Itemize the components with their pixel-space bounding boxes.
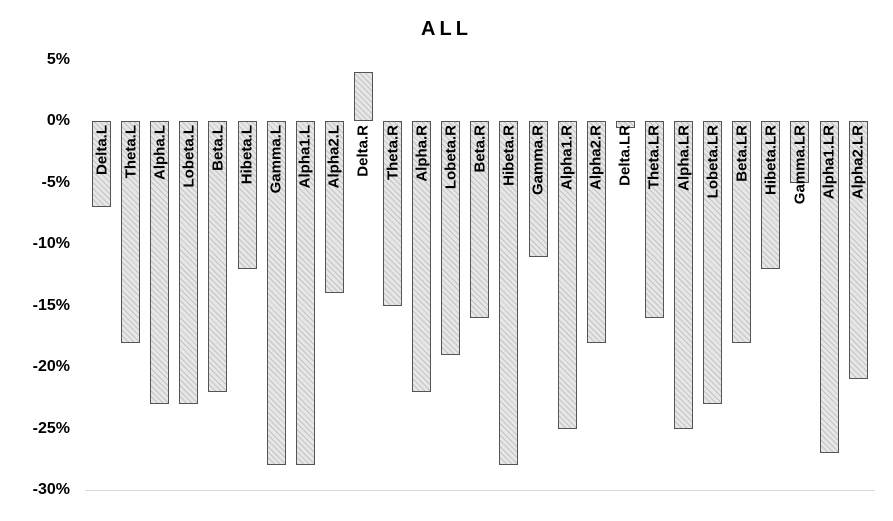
category-label: Alpha2.LR <box>850 125 867 199</box>
category-label: Alpha.L <box>151 125 168 180</box>
chart-title: ALL <box>0 18 893 41</box>
category-label: Lobeta.L <box>180 125 197 188</box>
y-tick-label: 5% <box>0 51 70 69</box>
category-label: Alpha1.L <box>297 125 314 188</box>
category-label: Lobeta.R <box>442 125 459 189</box>
plot-area: Delta.L Theta.L Alpha.L Lobeta.L Beta.L Hibet… <box>85 60 875 490</box>
category-label: Gamma.LR <box>791 125 808 204</box>
y-tick-label: -25% <box>0 420 70 438</box>
category-label: Alpha2.L <box>326 125 343 188</box>
category-label: Delta.R <box>355 125 372 177</box>
category-label: Alpha1.R <box>559 125 576 190</box>
chart-container: ALL 5% 0% -5% -10% -15% -20% -25% -30% Delta.L T… <box>0 0 893 521</box>
category-label: Gamma.R <box>530 125 547 195</box>
bar <box>354 72 373 121</box>
category-label: Beta.L <box>209 125 226 171</box>
y-tick-label: -15% <box>0 297 70 315</box>
category-label: Hibeta.L <box>239 125 256 184</box>
category-label: Delta.LR <box>617 125 634 186</box>
category-label: Beta.R <box>471 125 488 173</box>
category-label: Alpha.LR <box>675 125 692 191</box>
y-axis: 5%0%-5%-10%-15%-20%-25%-30% <box>0 60 80 490</box>
category-label: Alpha2.R <box>588 125 605 190</box>
y-tick-label: -5% <box>0 174 70 192</box>
category-label: Delta.L <box>93 125 110 175</box>
y-tick-label: -10% <box>0 235 70 253</box>
y-tick-label: -20% <box>0 358 70 376</box>
category-label: Lobeta.LR <box>704 125 721 198</box>
category-label: Theta.LR <box>646 125 663 189</box>
gridline <box>85 490 875 491</box>
category-label: Alpha1.LR <box>821 125 838 199</box>
category-label: Hibeta.LR <box>762 125 779 195</box>
y-tick-label: 0% <box>0 112 70 130</box>
category-label: Alpha.R <box>413 125 430 182</box>
category-label: Gamma.L <box>268 125 285 193</box>
category-label: Beta.LR <box>733 125 750 182</box>
category-label: Hibeta.R <box>500 125 517 186</box>
y-tick-label: -30% <box>0 481 70 499</box>
category-label: Theta.L <box>122 125 139 178</box>
category-label: Theta.R <box>384 125 401 180</box>
